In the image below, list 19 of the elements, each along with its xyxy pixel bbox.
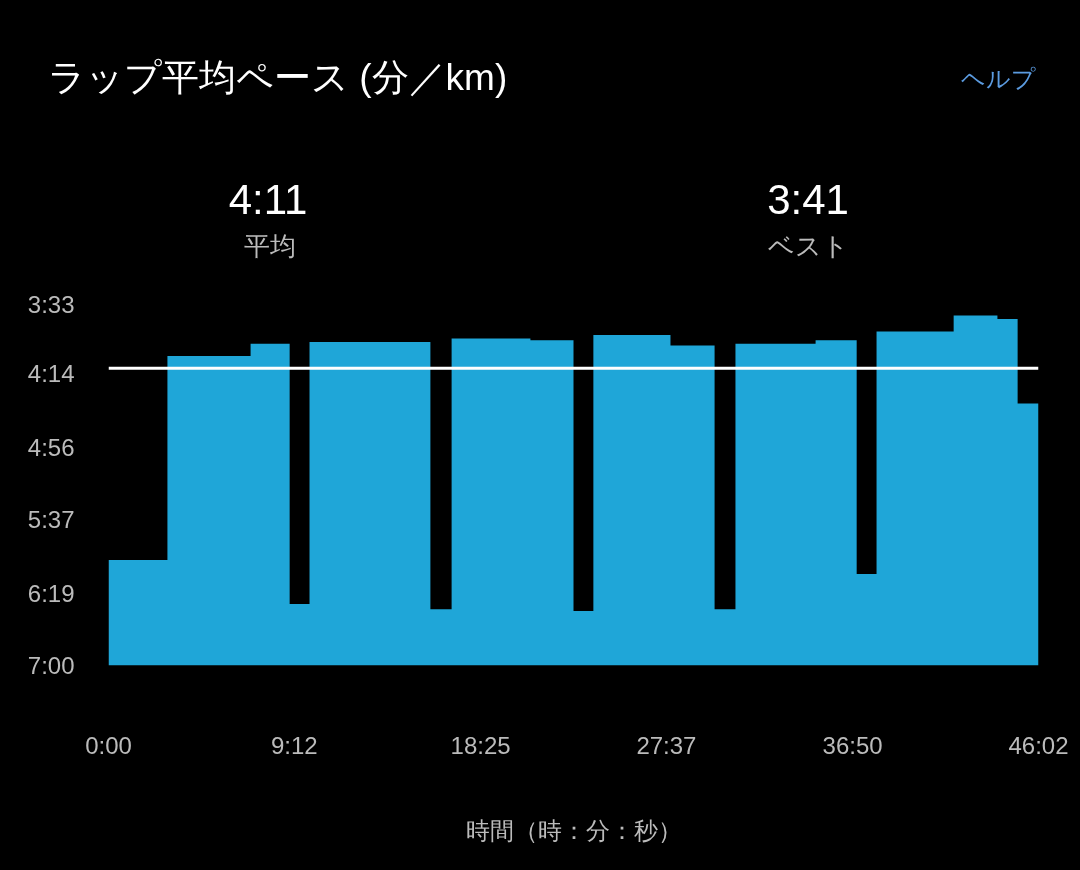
text: 3:41 — [766, 175, 850, 225]
x-tick-label: 18:25 — [450, 731, 511, 759]
x-tick-label: 36:50 — [822, 731, 883, 759]
y-tick-label: 4:56 — [27, 433, 75, 461]
x-tick-label: 9:12 — [271, 731, 318, 759]
y-tick-label: 7:00 — [27, 652, 75, 679]
y-tick-label: 3:33 — [27, 290, 75, 318]
x-axis-title: 時間（時：分：秒） — [465, 816, 682, 844]
text: ベスト — [766, 230, 850, 263]
x-tick-label: 27:37 — [636, 731, 697, 759]
y-tick-label: 5:37 — [27, 506, 75, 534]
y-tick-label: 4:14 — [27, 360, 75, 388]
chart-title: ラップ平均ペース (分／km) — [48, 56, 508, 100]
text: 平均 — [243, 230, 297, 263]
x-tick-label: 0:00 — [85, 731, 132, 759]
text: ヘルプ — [961, 64, 1036, 94]
y-tick-label: 6:19 — [27, 579, 75, 607]
text: 4:11 — [227, 175, 309, 225]
x-tick-label: 46:02 — [1008, 731, 1069, 759]
